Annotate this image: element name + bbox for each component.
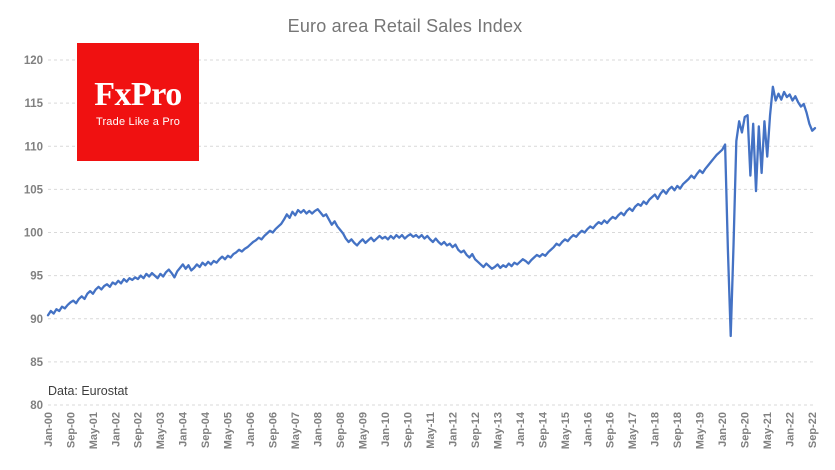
fxpro-logo-tagline: Trade Like a Pro (95, 116, 181, 128)
x-axis-tick-label: Jan-16 (582, 412, 594, 447)
x-axis-tick-label: Sep-14 (537, 411, 549, 448)
x-axis-tick-label: Sep-12 (470, 412, 482, 448)
x-axis-tick-label: Sep-18 (672, 412, 684, 448)
x-axis-tick-label: Jan-08 (313, 412, 325, 447)
y-axis-tick-label: 80 (30, 400, 43, 412)
y-axis-tick-label: 90 (30, 314, 43, 326)
fxpro-logo: FxPro Trade Like a Pro (77, 43, 199, 161)
chart-title: Euro area Retail Sales Index (287, 16, 523, 36)
x-axis-tick-label: May-17 (627, 412, 639, 449)
x-axis-tick-label: Sep-02 (133, 412, 145, 448)
x-axis-tick-label: Jan-18 (650, 412, 662, 447)
x-axis-tick-label: Jan-04 (178, 411, 190, 447)
retail-sales-index-line (46, 85, 817, 338)
y-axis-tick-label: 110 (24, 141, 43, 153)
x-axis-tick-label: Jan-02 (110, 412, 122, 447)
x-axis-tick-label: Jan-14 (515, 411, 527, 447)
x-axis-tick-label: May-07 (290, 412, 302, 449)
x-axis-tick-label: May-05 (223, 412, 235, 449)
x-axis-tick-label: Sep-22 (807, 412, 819, 448)
x-axis-tick-label: May-15 (560, 412, 572, 449)
x-axis-tick-label: Jan-00 (43, 412, 55, 447)
y-axis-tick-label: 105 (24, 184, 44, 196)
x-axis-tick-label: Jan-12 (447, 412, 459, 447)
x-axis-tick-label: May-01 (88, 412, 100, 449)
x-axis-tick-label: Sep-08 (335, 412, 347, 448)
x-axis-tick-label: Sep-04 (200, 411, 212, 448)
x-axis-tick-label: Jan-10 (380, 412, 392, 447)
x-axis-tick-label: Sep-10 (402, 412, 414, 448)
x-axis-tick-label: Jan-20 (717, 412, 729, 447)
x-axis-tick-label: Jan-06 (245, 412, 257, 447)
x-axis-tick-label: Sep-20 (740, 412, 752, 448)
x-axis-tick-label: May-13 (492, 412, 504, 449)
fxpro-logo-wordmark: FxPro (94, 76, 182, 113)
y-axis-tick-label: 115 (24, 98, 43, 110)
x-axis-tick-label: Sep-06 (268, 412, 280, 448)
y-axis-tick-label: 100 (24, 228, 43, 240)
y-axis-tick-label: 120 (24, 55, 43, 67)
x-axis-tick-label: May-11 (425, 412, 437, 449)
y-axis-tick-label: 95 (30, 271, 43, 283)
x-axis-tick-label: May-09 (358, 412, 370, 449)
data-source-note: Data: Eurostat (48, 384, 128, 398)
x-axis-tick-label: Sep-16 (605, 412, 617, 448)
x-axis-tick-label: Sep-00 (65, 412, 77, 448)
y-axis-tick-label: 85 (30, 357, 43, 369)
x-axis-tick-label: Jan-22 (785, 412, 797, 447)
x-axis-tick-label: May-21 (762, 412, 774, 449)
x-axis-tick-label: May-03 (155, 412, 167, 449)
x-axis-tick-label: May-19 (695, 412, 707, 449)
